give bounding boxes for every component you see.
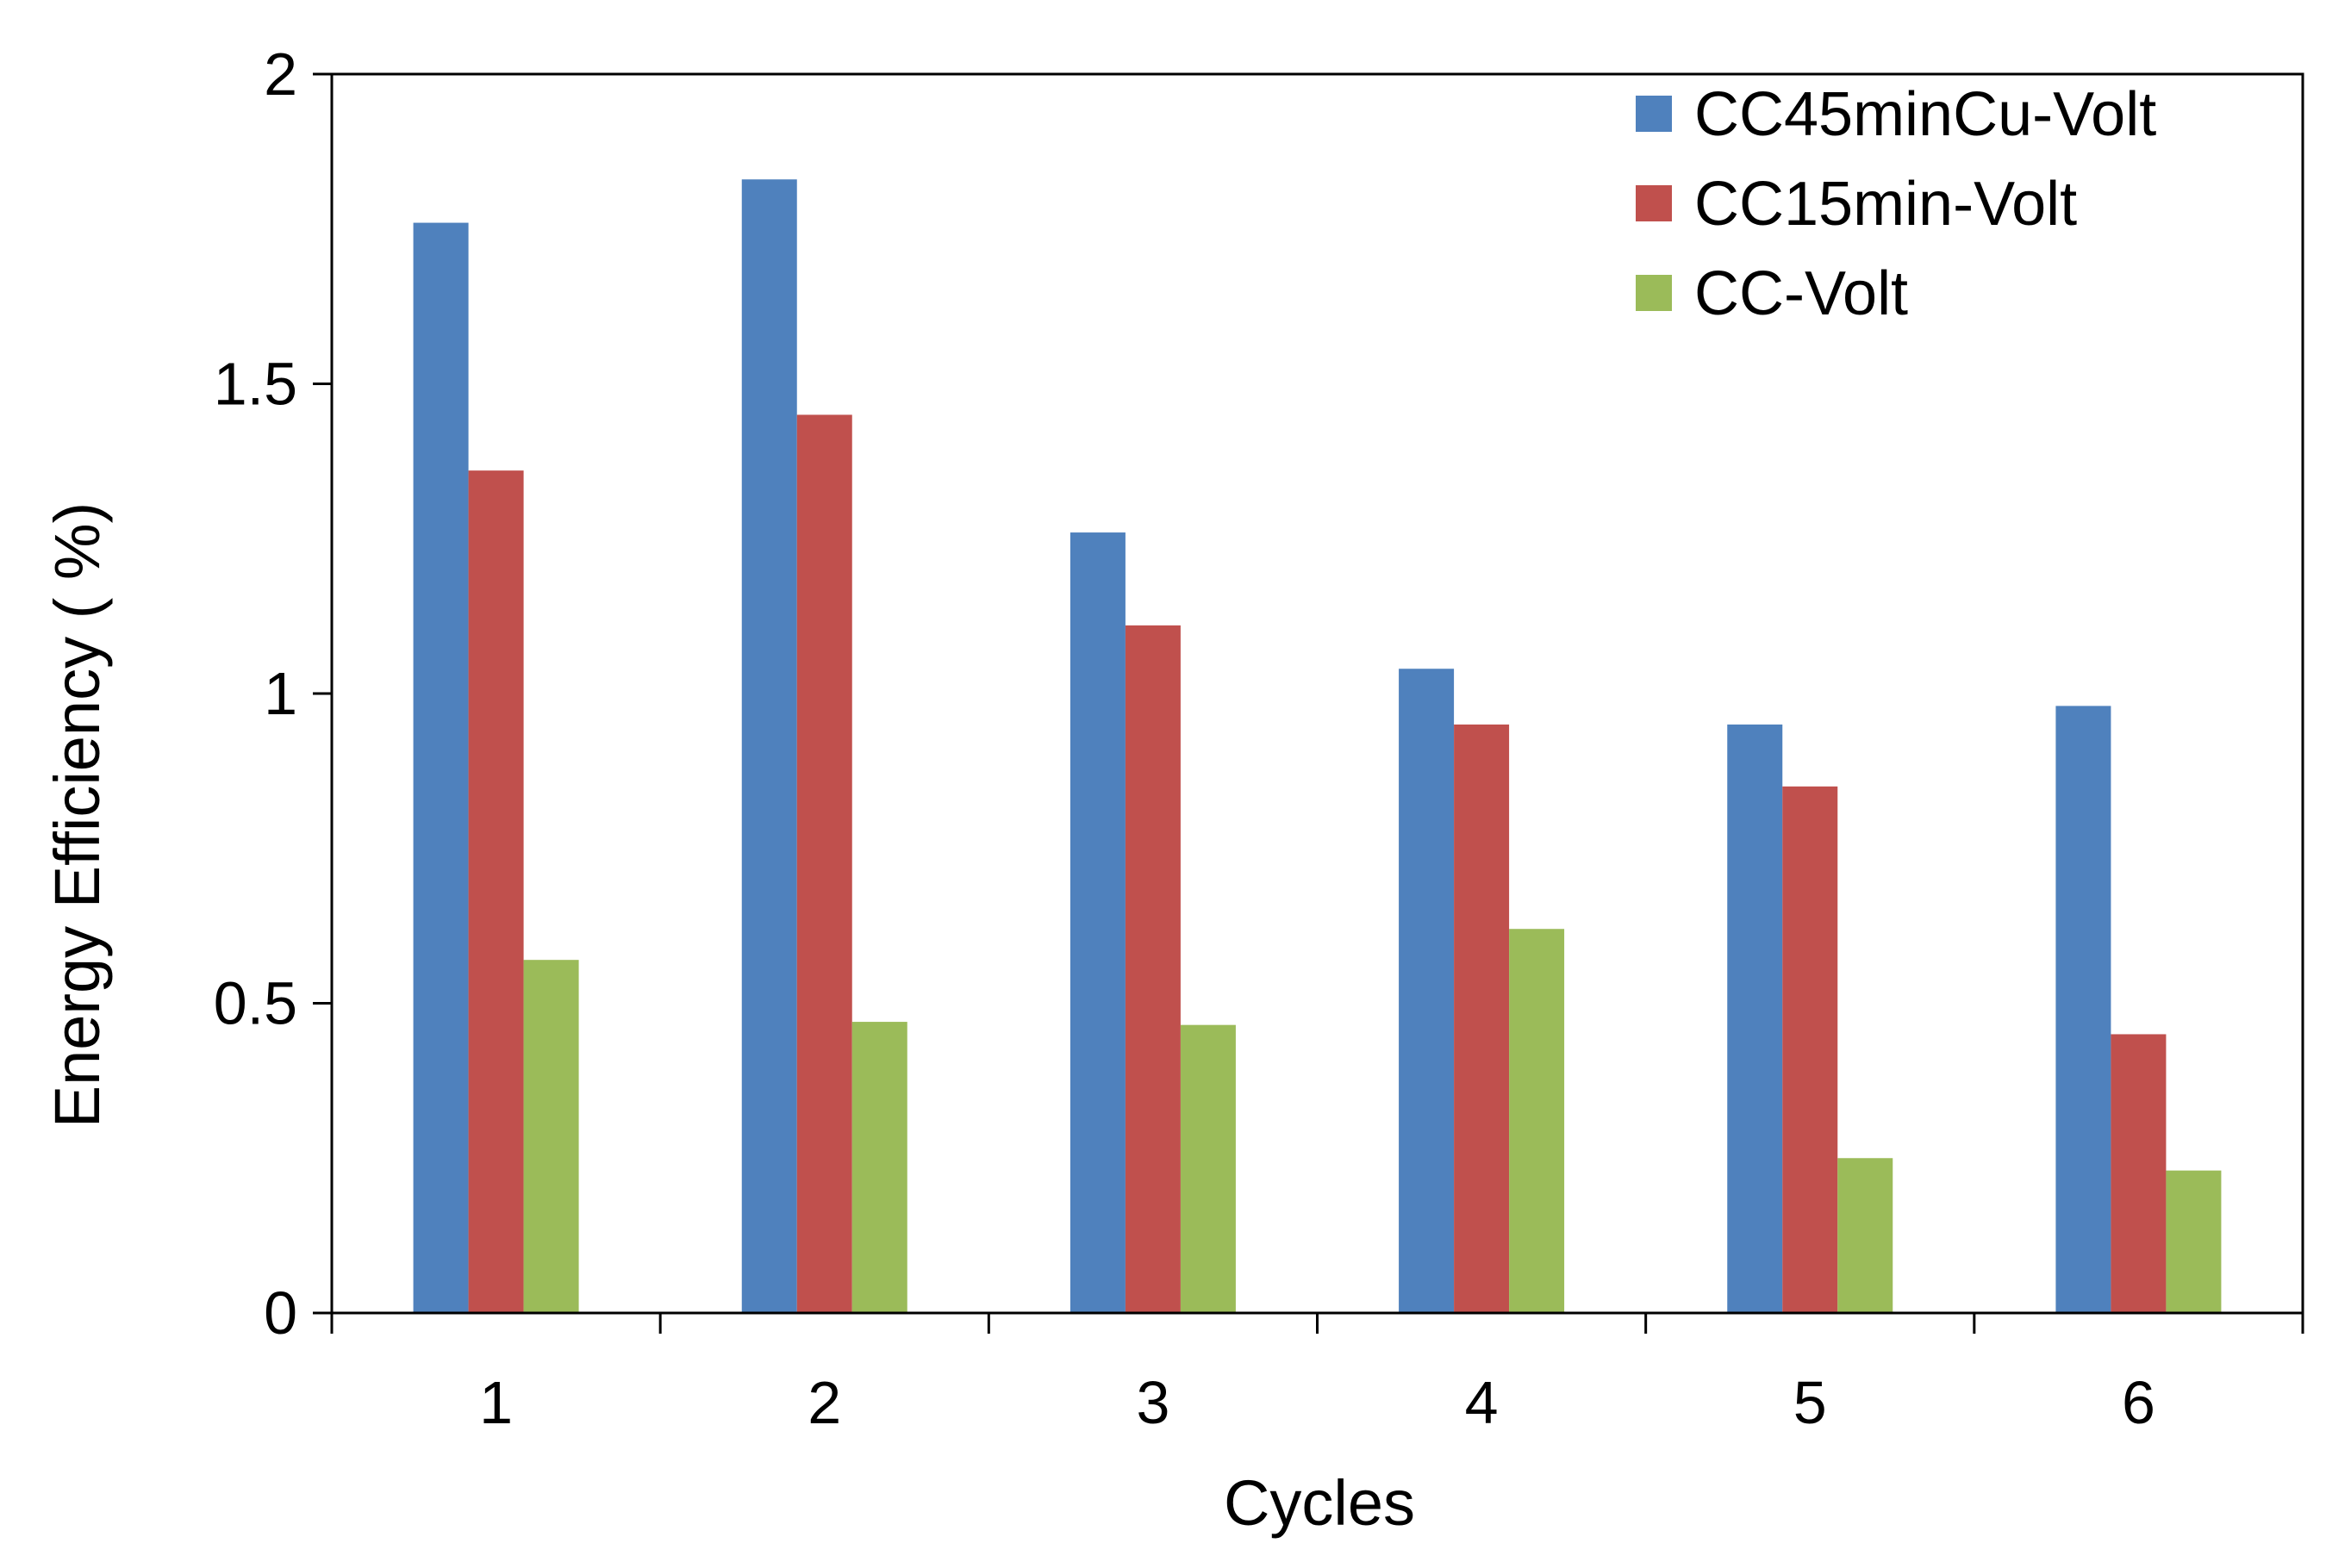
y-axis-title: Energy Efficiency ( %) (41, 502, 113, 1129)
ticks-layer: 0 0.5 1 1.5 2 1 2 3 4 5 6 (214, 40, 2304, 1436)
axes-layer (330, 72, 2304, 1315)
legend-label-cc45mincu-volt: CC45minCu-Volt (1694, 80, 2156, 149)
bar-cc45mincu-volt-cycle-2 (741, 179, 797, 1314)
bar-cc45mincu-volt-cycle-6 (2055, 706, 2111, 1313)
bar-cc-volt-cycle-4 (1509, 929, 1565, 1313)
legend-swatch-cc15min-volt (1636, 185, 1672, 221)
bar-cc-volt-cycle-2 (851, 1022, 907, 1313)
bar-cc-volt-cycle-5 (1837, 1158, 1893, 1313)
x-tick-label: 2 (808, 1369, 841, 1436)
bar-cc15min-volt-cycle-6 (2111, 1034, 2167, 1313)
y-tick-label: 0.5 (214, 970, 297, 1037)
bar-cc45mincu-volt-cycle-1 (413, 222, 469, 1313)
x-axis-title: Cycles (1224, 1467, 1415, 1539)
bar-cc15min-volt-cycle-2 (796, 414, 852, 1314)
bar-cc45mincu-volt-cycle-3 (1069, 532, 1126, 1313)
bar-cc15min-volt-cycle-5 (1782, 786, 1838, 1313)
legend-label-cc-volt: CC-Volt (1694, 259, 1908, 328)
y-tick-label: 0 (264, 1279, 297, 1347)
y-tick-label: 1 (264, 660, 297, 727)
x-tick-label: 3 (1136, 1369, 1169, 1436)
x-tick-label: 5 (1793, 1369, 1827, 1436)
x-tick-label: 4 (1465, 1369, 1499, 1436)
legend-swatch-cc-volt (1636, 275, 1672, 311)
legend: CC45minCu-Volt CC15min-Volt CC-Volt (1636, 80, 2156, 328)
y-tick-label: 1.5 (214, 351, 297, 418)
bar-cc45mincu-volt-cycle-5 (1727, 724, 1783, 1313)
plot-area-frame (330, 72, 2304, 1315)
bar-cc15min-volt-cycle-4 (1454, 724, 1510, 1313)
x-tick-label: 6 (2122, 1369, 2155, 1436)
bar-cc-volt-cycle-3 (1180, 1024, 1236, 1313)
bars-layer (413, 179, 2222, 1314)
y-tick-label: 2 (264, 40, 297, 108)
bar-cc-volt-cycle-6 (2166, 1170, 2222, 1313)
x-tick-label: 1 (479, 1369, 513, 1436)
bar-cc-volt-cycle-1 (523, 960, 579, 1313)
bar-cc15min-volt-cycle-1 (468, 470, 524, 1313)
bar-cc15min-volt-cycle-3 (1125, 625, 1181, 1313)
legend-swatch-cc45mincu-volt (1636, 96, 1672, 132)
legend-label-cc15min-volt: CC15min-Volt (1694, 170, 2077, 239)
bar-cc45mincu-volt-cycle-4 (1399, 669, 1455, 1313)
